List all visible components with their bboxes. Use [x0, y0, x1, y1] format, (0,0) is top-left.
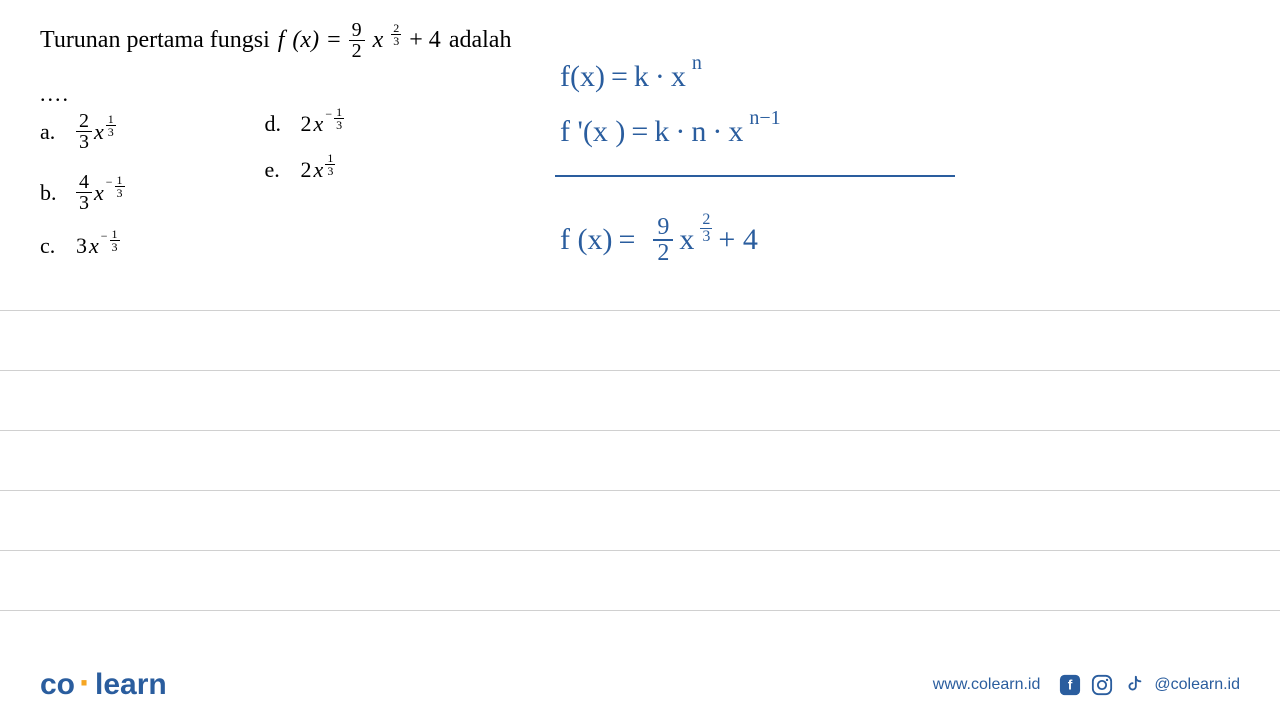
handwriting-underline	[555, 175, 955, 177]
ruled-line	[0, 310, 1280, 311]
ruled-line	[0, 430, 1280, 431]
svg-text:f: f	[1068, 678, 1073, 693]
question-prefix: Turunan pertama fungsi	[40, 27, 270, 54]
tiktok-icon[interactable]	[1122, 673, 1146, 697]
option-d[interactable]: d. 2 x − 1 3	[265, 111, 345, 137]
option-c[interactable]: c. 3 x − 1 3	[40, 233, 125, 259]
facebook-icon[interactable]: f	[1058, 673, 1082, 697]
question-text: Turunan pertama fungsi f(x) = 9 2 x 2 3 …	[40, 20, 1240, 61]
social-icons: f @colearn.id	[1058, 673, 1240, 697]
func-arg: (x)	[292, 27, 319, 54]
handwriting-line2: f '(x ) = k · n · x n−1	[560, 115, 781, 149]
ruled-line	[0, 370, 1280, 371]
instagram-icon[interactable]	[1090, 673, 1114, 697]
plus-const: + 4	[409, 27, 441, 54]
handwriting-line1: f(x) = k · x n	[560, 60, 702, 94]
option-b[interactable]: b. 4 3 x − 1 3	[40, 172, 125, 213]
options-col-left: a. 2 3 x 1 3 b. 4	[40, 111, 125, 259]
ruled-line	[0, 610, 1280, 611]
social-handle[interactable]: @colearn.id	[1154, 676, 1240, 694]
logo: co · learn	[40, 664, 167, 706]
exponent-fraction: 2 3	[391, 22, 401, 47]
footer: co · learn www.colearn.id f @colearn.id	[0, 650, 1280, 720]
handwriting-line3: f (x) = 9 2 x 2 3 + 4	[560, 215, 758, 265]
question-suffix: adalah	[449, 27, 512, 54]
ruled-line	[0, 550, 1280, 551]
equals: =	[327, 27, 341, 54]
coef-fraction: 9 2	[349, 20, 365, 61]
options-col-right: d. 2 x − 1 3 e. 2 x 1	[265, 111, 345, 259]
option-a[interactable]: a. 2 3 x 1 3	[40, 111, 125, 152]
footer-right: www.colearn.id f @colearn.id	[933, 673, 1240, 697]
var-x: x	[373, 27, 384, 54]
func-name: f	[278, 27, 285, 54]
ruled-line	[0, 490, 1280, 491]
option-e[interactable]: e. 2 x 1 3	[265, 157, 345, 183]
footer-url[interactable]: www.colearn.id	[933, 676, 1041, 694]
